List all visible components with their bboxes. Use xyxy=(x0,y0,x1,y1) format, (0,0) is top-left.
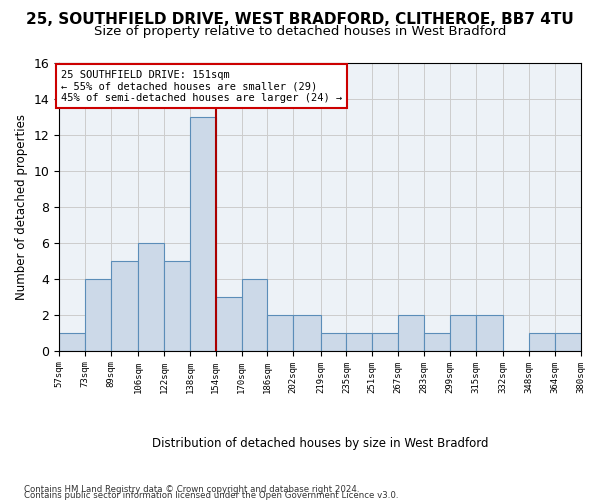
Text: Contains HM Land Registry data © Crown copyright and database right 2024.: Contains HM Land Registry data © Crown c… xyxy=(24,484,359,494)
Bar xyxy=(476,314,503,350)
Text: Contains public sector information licensed under the Open Government Licence v3: Contains public sector information licen… xyxy=(24,490,398,500)
Bar xyxy=(85,278,111,350)
Bar xyxy=(293,314,320,350)
Bar xyxy=(554,332,581,350)
Bar xyxy=(138,242,164,350)
Y-axis label: Number of detached properties: Number of detached properties xyxy=(15,114,28,300)
Bar xyxy=(164,260,190,350)
Bar xyxy=(346,332,372,350)
Bar xyxy=(398,314,424,350)
X-axis label: Distribution of detached houses by size in West Bradford: Distribution of detached houses by size … xyxy=(152,437,488,450)
Text: 25 SOUTHFIELD DRIVE: 151sqm
← 55% of detached houses are smaller (29)
45% of sem: 25 SOUTHFIELD DRIVE: 151sqm ← 55% of det… xyxy=(61,70,342,103)
Bar xyxy=(450,314,476,350)
Bar xyxy=(216,296,242,350)
Text: Size of property relative to detached houses in West Bradford: Size of property relative to detached ho… xyxy=(94,25,506,38)
Bar xyxy=(59,332,85,350)
Bar xyxy=(320,332,346,350)
Bar xyxy=(424,332,450,350)
Text: 25, SOUTHFIELD DRIVE, WEST BRADFORD, CLITHEROE, BB7 4TU: 25, SOUTHFIELD DRIVE, WEST BRADFORD, CLI… xyxy=(26,12,574,28)
Bar xyxy=(529,332,554,350)
Bar xyxy=(111,260,138,350)
Bar xyxy=(242,278,268,350)
Bar xyxy=(372,332,398,350)
Bar xyxy=(190,116,216,350)
Bar xyxy=(268,314,293,350)
